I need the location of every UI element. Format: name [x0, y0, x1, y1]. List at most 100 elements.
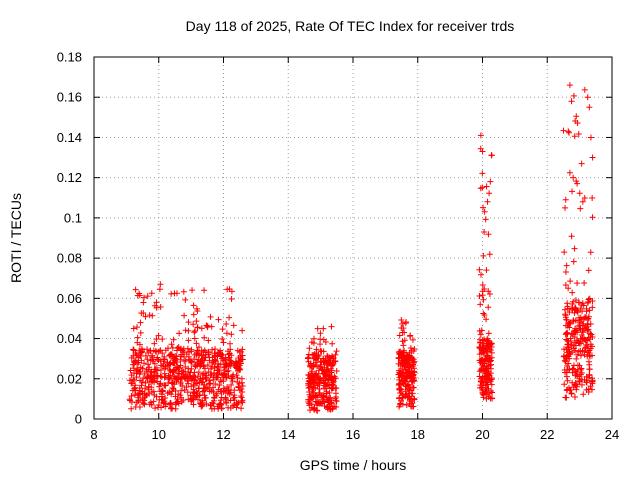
data-point [324, 381, 331, 388]
data-point [162, 382, 169, 389]
data-point [205, 337, 212, 344]
data-point [313, 362, 320, 369]
data-point [214, 374, 221, 381]
data-point [155, 332, 162, 339]
data-point [126, 377, 133, 384]
data-point [173, 378, 180, 385]
data-point [571, 394, 578, 401]
data-point [239, 327, 246, 334]
data-point [568, 349, 575, 356]
data-point [133, 370, 140, 377]
data-point [309, 368, 316, 375]
data-point [324, 352, 331, 359]
data-point [190, 321, 197, 328]
data-point [487, 341, 494, 348]
data-point [191, 335, 198, 342]
data-point [323, 361, 330, 368]
data-point [308, 372, 315, 379]
data-point [225, 372, 232, 379]
data-point [568, 98, 575, 105]
data-point [583, 305, 590, 312]
data-point [584, 336, 591, 343]
data-point [476, 266, 483, 273]
data-point [395, 381, 402, 388]
data-point [193, 305, 200, 312]
data-point [562, 204, 569, 211]
data-point [485, 330, 492, 337]
data-point [197, 376, 204, 383]
data-point [314, 394, 321, 401]
data-point [570, 362, 577, 369]
data-point [486, 338, 493, 345]
data-point [575, 299, 582, 306]
data-point [333, 398, 340, 405]
data-point [306, 380, 313, 387]
data-point [228, 288, 235, 295]
data-point [315, 377, 322, 384]
data-point [479, 282, 486, 289]
data-point [169, 384, 176, 391]
data-point [223, 330, 230, 337]
data-point [222, 356, 229, 363]
data-point [573, 355, 580, 362]
data-point [184, 389, 191, 396]
data-point [226, 314, 233, 321]
data-point [237, 392, 244, 399]
data-point [567, 319, 574, 326]
data-point [314, 325, 321, 332]
data-point [330, 359, 337, 366]
data-point [404, 364, 411, 371]
chart-title: Day 118 of 2025, Rate Of TEC Index for r… [185, 18, 515, 34]
data-point [162, 401, 169, 408]
data-point [487, 178, 494, 185]
data-point [486, 373, 493, 380]
data-point [575, 130, 582, 137]
data-point [216, 382, 223, 389]
data-point [167, 405, 174, 412]
data-point [320, 379, 327, 386]
data-point [130, 325, 137, 332]
data-point [581, 351, 588, 358]
data-point [137, 329, 144, 336]
data-point [194, 324, 201, 331]
data-point [326, 389, 333, 396]
data-point [201, 334, 208, 341]
data-point [581, 86, 588, 93]
data-point [477, 271, 484, 278]
data-point [404, 353, 411, 360]
data-point [142, 313, 149, 320]
data-point [565, 128, 572, 135]
data-point [322, 338, 329, 345]
data-point [562, 196, 569, 203]
data-point [585, 313, 592, 320]
data-point [142, 385, 149, 392]
data-point [215, 316, 222, 323]
data-point [188, 346, 195, 353]
data-point [211, 352, 218, 359]
data-point [587, 134, 594, 141]
data-point [397, 400, 404, 407]
data-point [585, 386, 592, 393]
data-point [230, 394, 237, 401]
data-point [585, 298, 592, 305]
data-point [567, 278, 574, 285]
data-point [234, 378, 241, 385]
data-point [192, 327, 199, 334]
data-point [128, 398, 135, 405]
data-point [320, 355, 327, 362]
data-point [562, 322, 569, 329]
data-point [576, 340, 583, 347]
data-point [227, 340, 234, 347]
data-point [488, 376, 495, 383]
data-point [161, 398, 168, 405]
data-point [149, 356, 156, 363]
data-point [396, 403, 403, 410]
data-point [571, 339, 578, 346]
data-point [212, 346, 219, 353]
data-point [562, 281, 569, 288]
y-tick-label: 0 [75, 412, 82, 427]
data-point [398, 359, 405, 366]
data-point [234, 347, 241, 354]
data-point [161, 353, 168, 360]
data-point [308, 401, 315, 408]
